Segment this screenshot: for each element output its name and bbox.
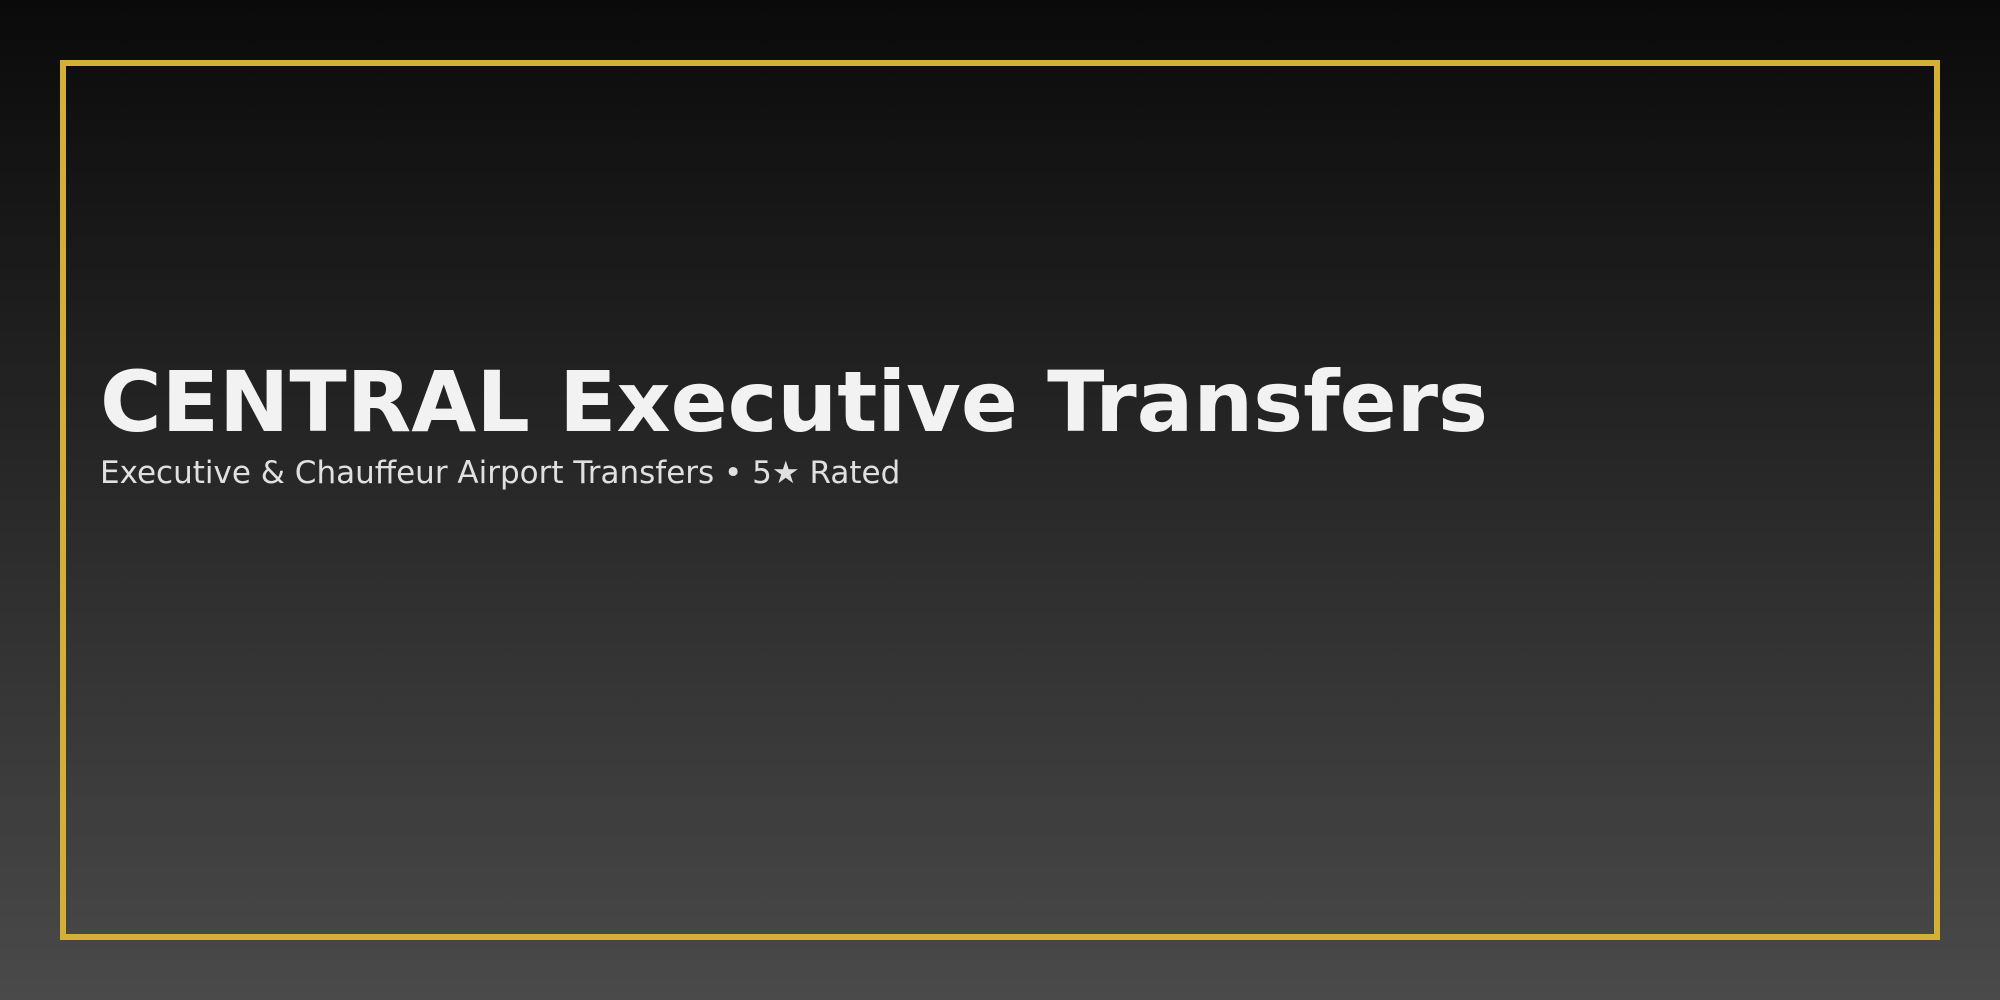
gold-border-frame [60,60,1940,940]
banner-subtitle: Executive & Chauffeur Airport Transfers … [100,455,901,491]
banner-title: CENTRAL Executive Transfers [100,353,1489,451]
